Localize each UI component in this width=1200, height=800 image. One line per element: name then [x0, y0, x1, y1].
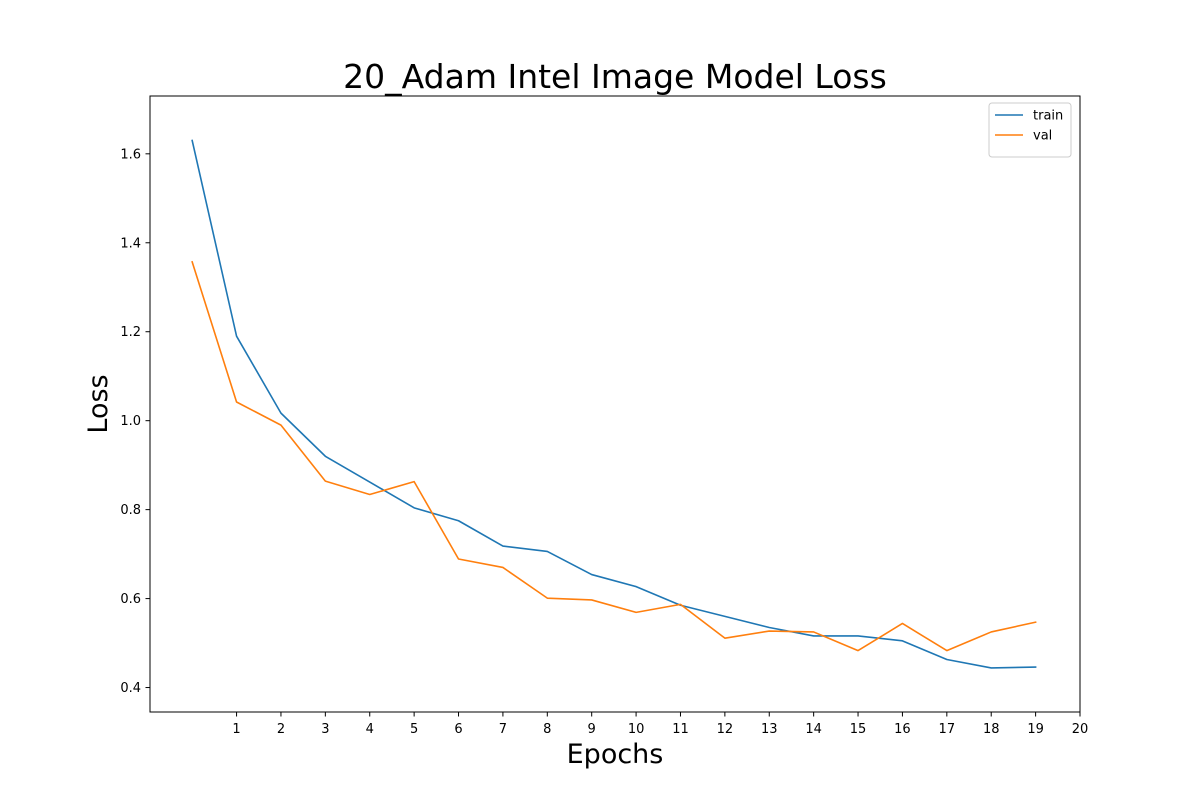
chart-title: 20_Adam Intel Image Model Loss [343, 57, 887, 96]
legend: train val [988, 102, 1072, 158]
x-tick-label: 15 [850, 722, 867, 737]
x-tick-label: 4 [366, 722, 374, 737]
x-tick-label: 17 [939, 722, 956, 737]
legend-label-val: val [1033, 129, 1052, 144]
x-tick-label: 3 [321, 722, 329, 737]
series-line-val [191, 260, 1037, 652]
x-tick-label: 10 [628, 722, 645, 737]
legend-box [988, 102, 1072, 158]
x-tick-label: 5 [410, 722, 418, 737]
x-tick-label: 20 [1072, 722, 1089, 737]
series-line-train [191, 139, 1037, 669]
x-tick-label: 12 [717, 722, 734, 737]
x-tick-label: 13 [761, 722, 778, 737]
x-tick-label: 11 [672, 722, 689, 737]
y-tick-label: 0.4 [120, 681, 141, 696]
x-tick-label: 9 [588, 722, 596, 737]
x-tick-label: 1 [232, 722, 240, 737]
y-tick-label: 0.6 [120, 592, 141, 607]
y-tick-label: 1.4 [120, 236, 141, 251]
x-tick-label: 8 [543, 722, 551, 737]
y-tick-label: 1.6 [120, 147, 141, 162]
y-axis-label: Loss [83, 374, 114, 433]
y-tick-label: 1.2 [120, 325, 141, 340]
x-axis-label: Epochs [567, 739, 664, 770]
x-tick-label: 2 [277, 722, 285, 737]
x-tick-label: 7 [499, 722, 507, 737]
x-axis-ticks: 1 2 3 4 5 6 7 8 9 10 11 12 13 14 15 16 17 18 19 20 [232, 712, 1088, 737]
x-tick-label: 19 [1027, 722, 1044, 737]
x-tick-label: 18 [983, 722, 1000, 737]
x-tick-label: 14 [805, 722, 822, 737]
y-axis-ticks: 0.4 0.6 0.8 1.0 1.2 1.4 1.6 [120, 147, 150, 696]
legend-label-train: train [1033, 109, 1063, 124]
x-tick-label: 16 [894, 722, 911, 737]
y-tick-label: 1.0 [120, 414, 141, 429]
x-tick-label: 6 [454, 722, 462, 737]
y-tick-label: 0.8 [120, 503, 141, 518]
plot-frame [149, 95, 1081, 713]
series-lines [191, 139, 1037, 669]
